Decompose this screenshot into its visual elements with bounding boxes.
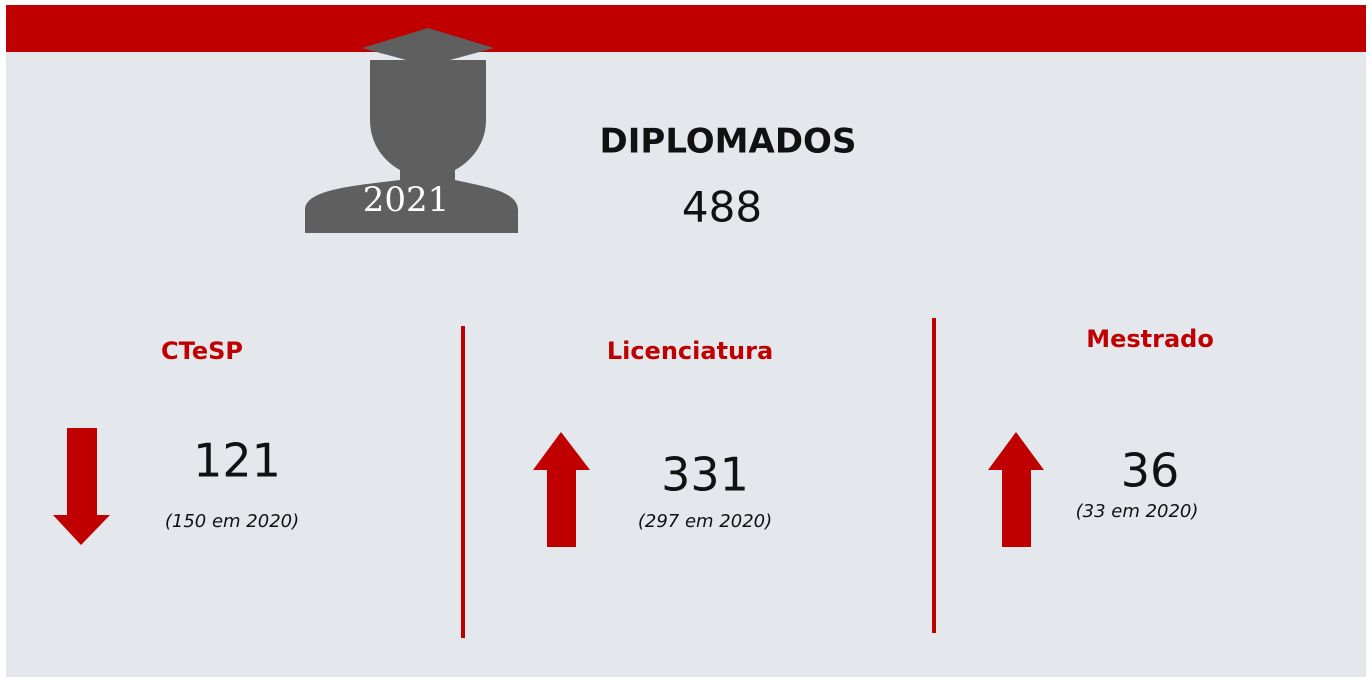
- item-label: CTeSP: [161, 337, 243, 365]
- title: DIPLOMADOS: [600, 122, 857, 162]
- item-value: 36: [1121, 444, 1180, 498]
- panel: [6, 52, 1366, 677]
- item-label: Mestrado: [1086, 325, 1214, 353]
- arrow-down: [53, 428, 110, 545]
- item-value: 331: [661, 448, 749, 502]
- item-previous: (33 em 2020): [1076, 501, 1199, 522]
- item-value: 121: [193, 434, 281, 488]
- item-previous: (297 em 2020): [638, 511, 772, 532]
- graduate-icon: [305, 28, 518, 233]
- item-label: Licenciatura: [607, 337, 773, 365]
- item-previous: (150 em 2020): [165, 511, 299, 532]
- top-bar: [6, 5, 1366, 52]
- arrow-up: [988, 432, 1044, 547]
- total: 488: [682, 183, 762, 232]
- arrow-up: [533, 432, 590, 547]
- year: 2021: [363, 180, 450, 220]
